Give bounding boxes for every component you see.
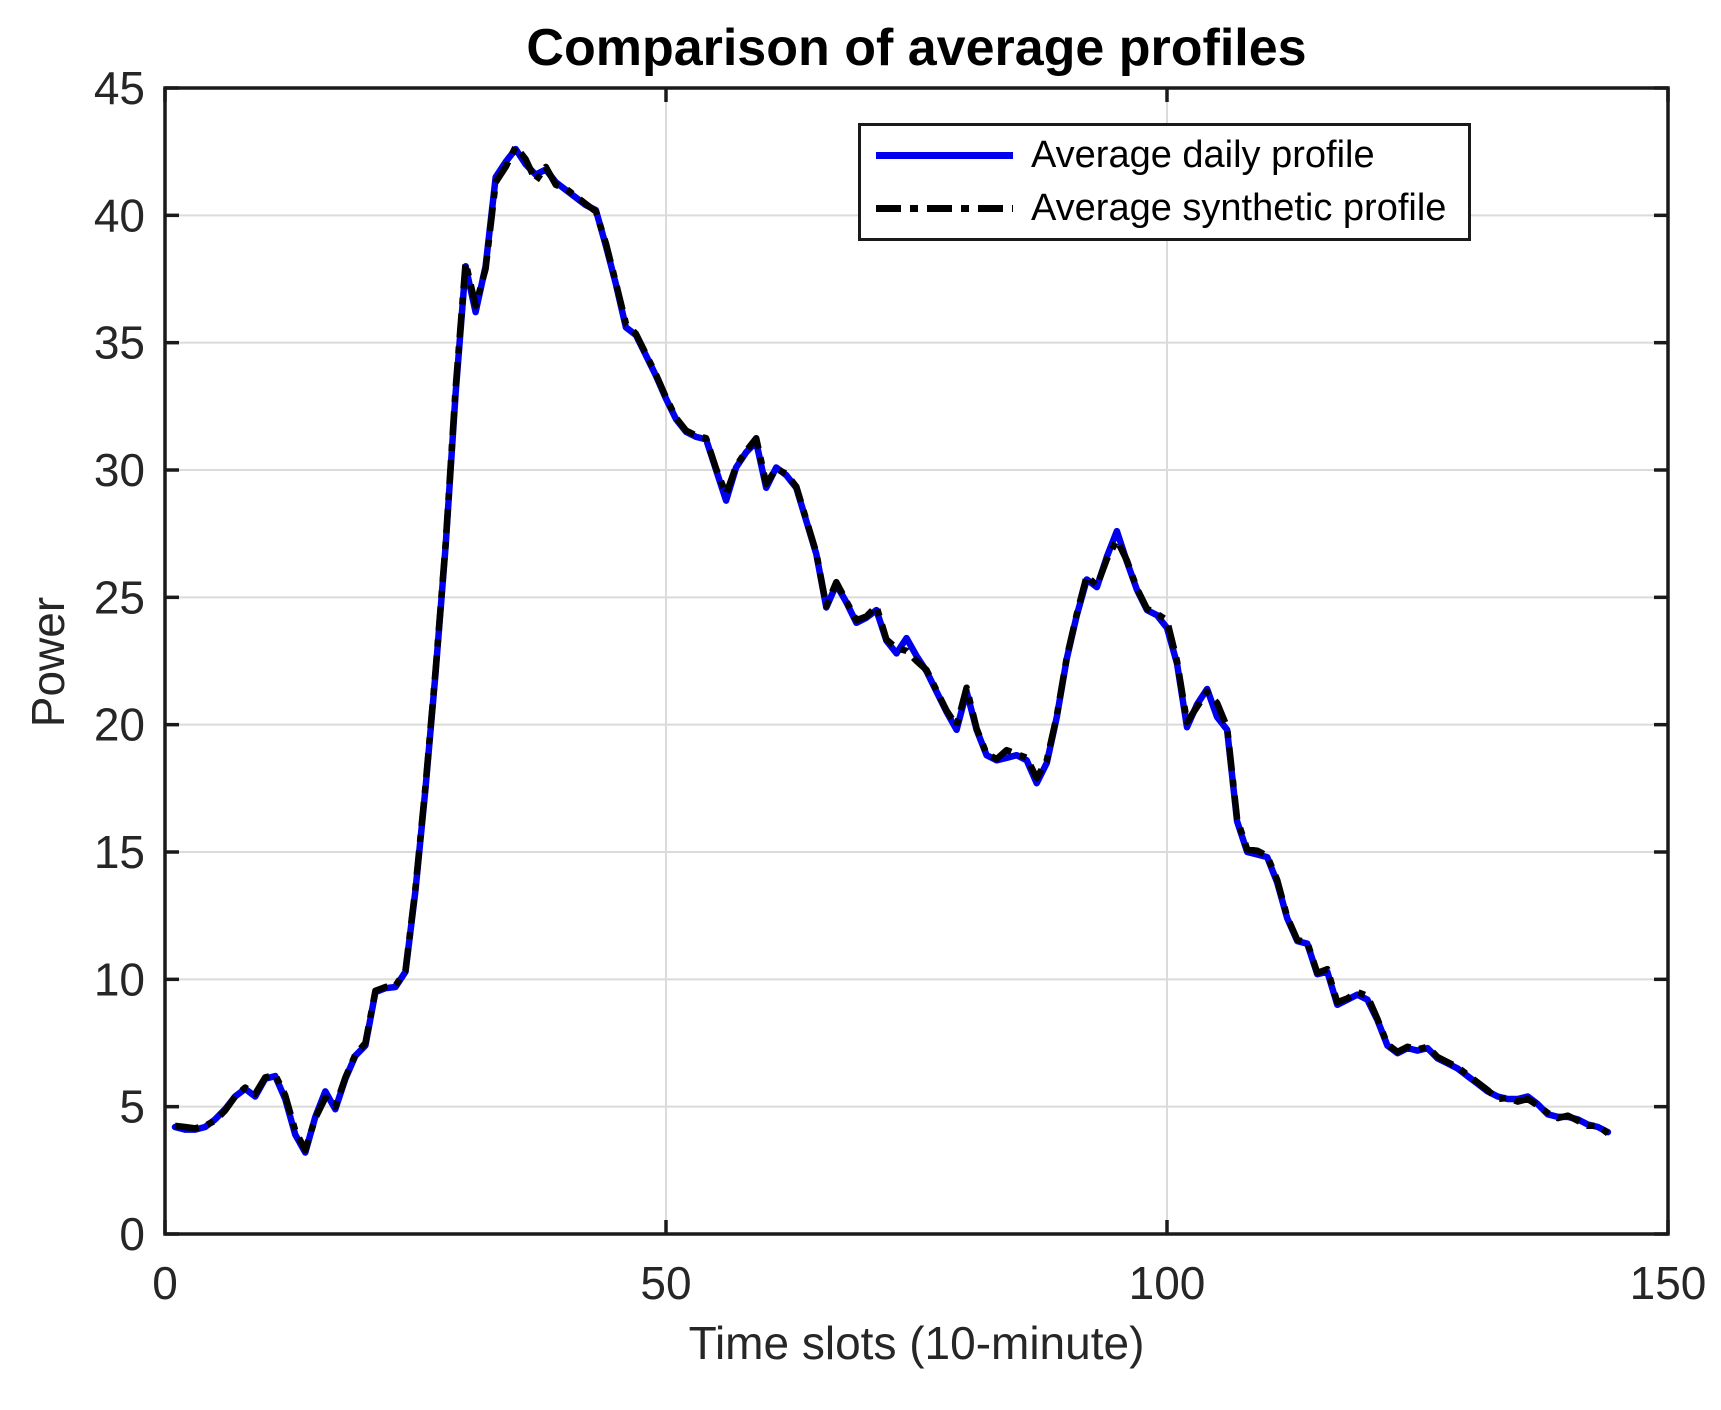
- x-axis-label: Time slots (10-minute): [688, 1317, 1145, 1369]
- x-tick-label: 0: [152, 1257, 178, 1309]
- y-tick-label: 45: [94, 62, 145, 114]
- x-tick-label: 150: [1630, 1257, 1707, 1309]
- series-line-synthetic: [174, 143, 1610, 1154]
- x-tick-label: 50: [640, 1257, 691, 1309]
- y-tick-label: 35: [94, 317, 145, 369]
- solid-line-sample: [876, 152, 1013, 159]
- legend-swatch-daily: [876, 152, 1013, 159]
- legend-item-synthetic: Average synthetic profile: [861, 182, 1468, 235]
- axes-box: [163, 86, 1670, 1236]
- y-tick-label: 10: [94, 953, 145, 1005]
- y-tick-label: 20: [94, 699, 145, 751]
- y-tick-label: 25: [94, 571, 145, 623]
- y-tick-label: 5: [119, 1081, 145, 1133]
- dash-dot-line-sample: [876, 205, 1013, 212]
- y-axis-label: Power: [22, 596, 74, 728]
- legend-box: Average daily profile Average synthetic …: [858, 123, 1471, 241]
- y-tick-label: 40: [94, 189, 145, 241]
- series-line-daily: [171, 145, 1612, 1156]
- y-tick-label: 30: [94, 444, 145, 496]
- legend-label-synthetic: Average synthetic profile: [1031, 187, 1447, 229]
- chart-title: Comparison of average profiles: [526, 19, 1307, 77]
- y-tick-label: 0: [119, 1208, 145, 1260]
- legend-label-daily: Average daily profile: [1031, 134, 1375, 176]
- legend-swatch-synthetic: [876, 204, 1013, 213]
- x-tick-label: 100: [1129, 1257, 1206, 1309]
- y-tick-label: 15: [94, 826, 145, 878]
- legend-item-daily: Average daily profile: [861, 129, 1468, 182]
